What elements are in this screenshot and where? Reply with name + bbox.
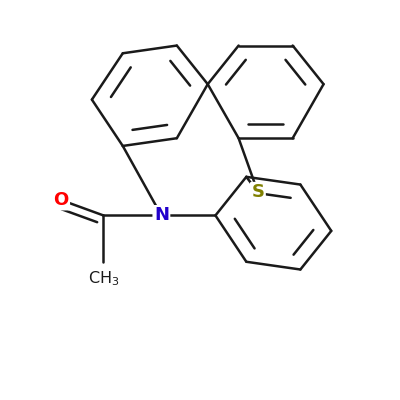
Text: CH$_3$: CH$_3$ xyxy=(88,270,119,288)
Text: S: S xyxy=(252,183,264,201)
Text: O: O xyxy=(53,191,69,209)
Text: N: N xyxy=(154,206,169,224)
